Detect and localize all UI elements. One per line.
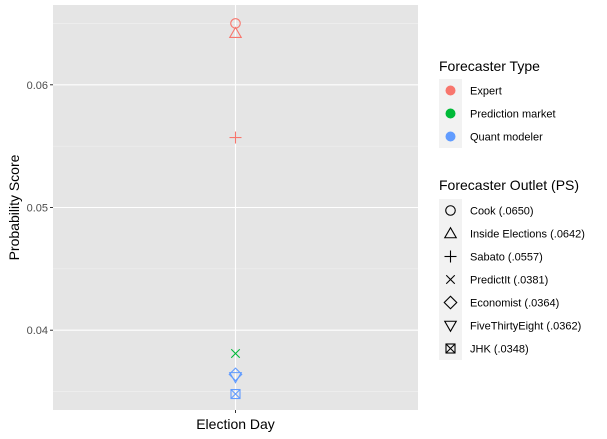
legend-outlet-item: Cook (.0650): [439, 199, 534, 222]
legend-type-item: Prediction market: [439, 102, 556, 125]
legend-key: [439, 291, 462, 314]
data-points: [228, 18, 243, 400]
data-point: [228, 372, 243, 384]
legend-type-label: Expert: [470, 86, 502, 98]
legend-outlet-label: FiveThirtyEight (.0362): [470, 321, 581, 333]
legend-forecaster-outlet: Forecaster Outlet (PS) Cook (.0650) Insid…: [439, 177, 585, 360]
x-axis-title: Election Day: [196, 416, 275, 432]
legend-dot-icon: [445, 85, 456, 96]
legend-outlet-label: Sabato (.0557): [470, 252, 543, 264]
legend-shape-icon: [444, 250, 457, 263]
legend-outlet-label: Inside Elections (.0642): [470, 229, 585, 241]
legend-outlet-label: Cook (.0650): [470, 206, 534, 218]
legend-dot-icon: [445, 131, 456, 142]
legend-type-title: Forecaster Type: [439, 58, 540, 74]
legend-shape-icon: [443, 226, 458, 239]
legend-outlet-label: PredictIt (.0381): [470, 275, 548, 287]
legend-outlet-label: JHK (.0348): [470, 344, 529, 356]
y-tick-label: 0.04: [27, 325, 48, 337]
legend-outlet-item: JHK (.0348): [439, 337, 529, 360]
legend-type-item: Expert: [439, 79, 502, 102]
legend-outlet-item: Economist (.0364): [439, 291, 559, 314]
legend-type-item: Quant modeler: [439, 125, 543, 148]
y-tick-label: 0.06: [27, 80, 48, 92]
legend-key: [439, 314, 462, 337]
y-axis-title: Probability Score: [6, 154, 22, 260]
legend-shape-icon: [443, 320, 458, 333]
legend-shape-icon: [443, 295, 458, 310]
legend-key: [439, 222, 462, 245]
legend-type-label: Prediction market: [470, 109, 556, 121]
legend-outlet-label: Economist (.0364): [470, 298, 559, 310]
data-point: [230, 388, 241, 400]
legend-type-label: Quant modeler: [470, 132, 543, 144]
legend-outlet-item: Sabato (.0557): [439, 245, 543, 268]
legend-outlet-item: PredictIt (.0381): [439, 268, 548, 291]
legend-shape-icon: [445, 343, 456, 354]
y-axis: 0.04 0.05 0.06: [27, 80, 53, 337]
data-point: [230, 348, 241, 359]
legend-shape-icon: [445, 205, 456, 216]
legend-key: [439, 199, 462, 222]
legend-outlet-item: FiveThirtyEight (.0362): [439, 314, 581, 337]
legend-outlet-title: Forecaster Outlet (PS): [439, 177, 579, 193]
legend-forecaster-type: Forecaster Type Expert Prediction market Q…: [439, 58, 556, 148]
grid: [53, 5, 418, 410]
data-point: [229, 131, 242, 144]
legend-dot-icon: [445, 108, 456, 119]
legend-shape-icon: [445, 274, 456, 285]
data-point: [228, 26, 243, 39]
y-tick-label: 0.05: [27, 203, 48, 215]
legend-outlet-item: Inside Elections (.0642): [439, 222, 585, 245]
